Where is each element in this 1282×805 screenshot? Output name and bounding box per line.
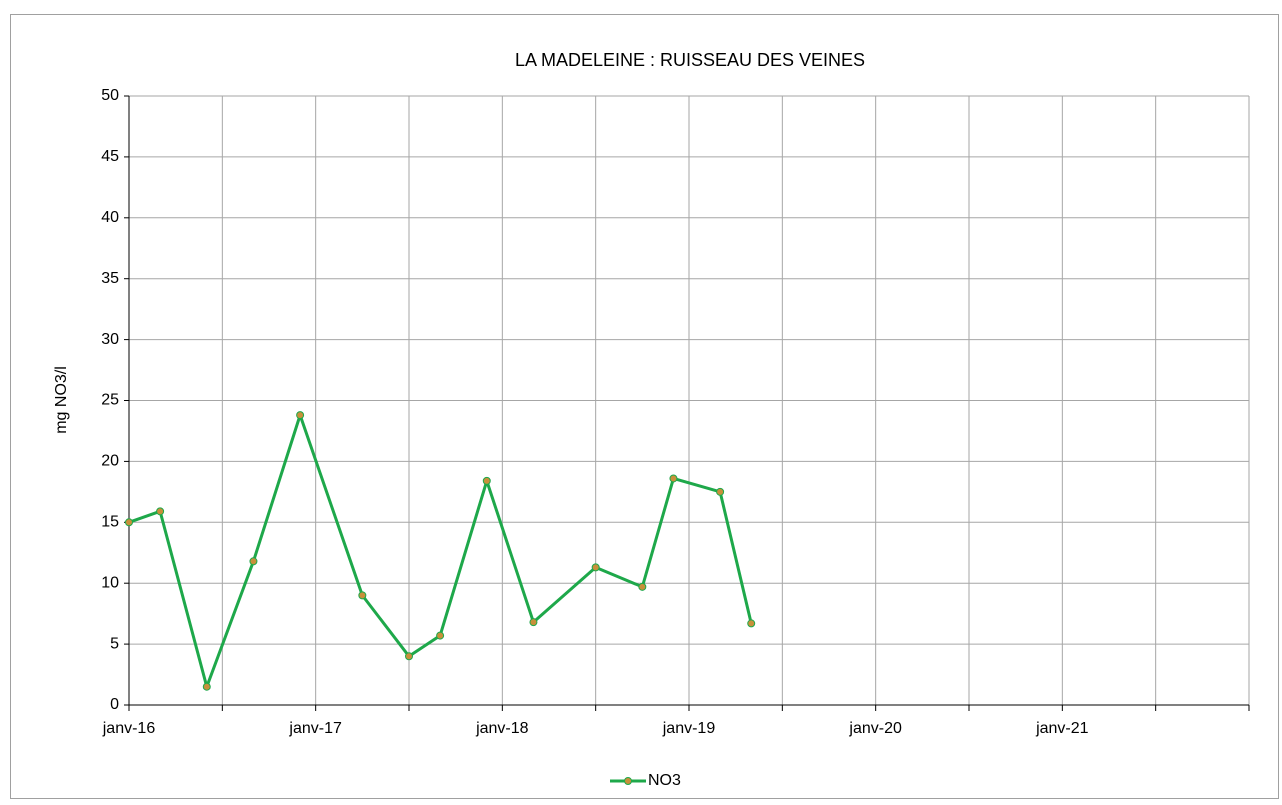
data-point bbox=[638, 582, 647, 591]
y-tick-label: 15 bbox=[101, 514, 119, 531]
data-point bbox=[669, 474, 678, 483]
data-point bbox=[249, 557, 258, 566]
y-tick-label: 40 bbox=[101, 209, 119, 226]
data-point bbox=[482, 476, 491, 485]
data-point bbox=[716, 487, 725, 496]
y-tick-label: 30 bbox=[101, 331, 119, 348]
x-tick-label: janv-16 bbox=[102, 720, 156, 737]
data-point bbox=[358, 591, 367, 600]
x-tick-label: janv-21 bbox=[1035, 720, 1089, 737]
data-point bbox=[747, 619, 756, 628]
data-point bbox=[156, 507, 165, 516]
data-point bbox=[202, 682, 211, 691]
y-tick-label: 20 bbox=[101, 453, 119, 470]
data-point bbox=[529, 618, 538, 627]
x-tick-label: janv-18 bbox=[475, 720, 529, 737]
y-tick-label: 0 bbox=[110, 696, 119, 713]
data-point bbox=[405, 652, 413, 661]
legend-label: NO3 bbox=[648, 772, 681, 789]
y-tick-label: 5 bbox=[110, 635, 119, 652]
y-tick-label: 25 bbox=[101, 392, 119, 409]
y-tick-label: 35 bbox=[101, 270, 119, 287]
data-point bbox=[591, 563, 600, 572]
data-point bbox=[296, 411, 305, 420]
y-axis-label: mg NO3/l bbox=[53, 366, 70, 434]
chart-frame bbox=[10, 14, 1279, 799]
y-tick-label: 10 bbox=[101, 574, 119, 591]
data-point bbox=[125, 518, 133, 527]
x-tick-label: janv-19 bbox=[662, 720, 716, 737]
y-tick-label: 45 bbox=[101, 148, 119, 165]
legend-marker bbox=[624, 777, 632, 785]
data-point bbox=[436, 631, 445, 640]
chart-title: LA MADELEINE : RUISSEAU DES VEINES bbox=[515, 50, 865, 70]
x-tick-label: janv-17 bbox=[288, 720, 342, 737]
y-tick-label: 50 bbox=[101, 87, 119, 104]
x-tick-label: janv-20 bbox=[848, 720, 902, 737]
